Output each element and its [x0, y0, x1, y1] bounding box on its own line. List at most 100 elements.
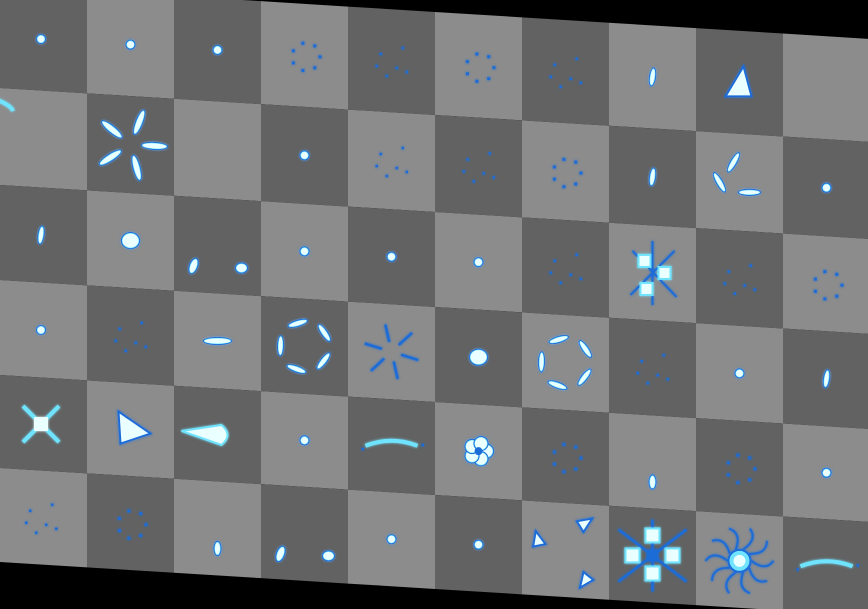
sprite-cell-r6-c6 — [435, 494, 522, 595]
cell-background — [87, 93, 174, 196]
sprite-cell-r1-c10 — [783, 33, 868, 142]
sprite-drop — [648, 474, 657, 490]
sprite-cell-r5-c4 — [261, 391, 348, 490]
sprite-cell-r2-c2 — [87, 93, 174, 196]
sprite-burst-5 — [98, 109, 169, 181]
sprite-cell-r4-c6 — [435, 306, 522, 408]
sprite-dot — [35, 324, 47, 336]
sprite-wisp — [796, 559, 859, 571]
sprite-dash — [648, 167, 657, 187]
cell-background — [261, 296, 348, 397]
cell-background — [261, 484, 348, 584]
sprite-cell-r5-c9 — [696, 418, 783, 517]
sprite-dot — [386, 251, 397, 262]
sprite-drop — [213, 540, 222, 557]
sprite-dot — [473, 257, 484, 268]
cell-background — [783, 33, 868, 142]
cell-background — [522, 407, 609, 506]
cell-background — [522, 312, 609, 413]
cell-background — [0, 468, 87, 568]
sprite-burst-4 — [629, 240, 678, 305]
sprite-fin — [723, 63, 753, 98]
cell-background — [348, 396, 435, 495]
sprite-cell-r3-c6 — [435, 211, 522, 313]
sprite-cell-r4-c10 — [783, 328, 868, 429]
sprite-cell-r1-c4 — [261, 1, 348, 110]
sprite-cell-r2-c8 — [609, 125, 696, 229]
sprite-scatter — [636, 353, 669, 385]
sprite-cell-r5-c8 — [609, 412, 696, 512]
sprite-ring-arcs — [276, 318, 331, 374]
cell-background — [609, 317, 696, 419]
sprite-cell-r4-c5 — [348, 301, 435, 402]
sprite-wisp — [361, 438, 424, 451]
sprite-cell-r6-c9 — [696, 511, 783, 609]
sprite-ring-dots — [552, 157, 583, 189]
sprite-spark-burst — [364, 324, 419, 380]
sprite-cell-r5-c5 — [348, 396, 435, 495]
sprite-cell-r1-c7 — [522, 17, 609, 126]
sprite-blob — [120, 231, 141, 250]
sprite-cell-r6-c1 — [0, 468, 87, 568]
sprite-dot — [473, 539, 484, 550]
cell-background — [348, 109, 435, 212]
sprite-cell-r1-c6 — [435, 11, 522, 121]
cell-background — [696, 131, 783, 234]
sprite-dot — [212, 44, 223, 56]
cell-background — [0, 0, 87, 94]
sprite-cell-r2-c1 — [0, 88, 87, 191]
sprite-scatter — [375, 46, 408, 78]
sprite-comet — [181, 423, 229, 447]
sprite-dot — [734, 368, 745, 379]
cell-background — [348, 6, 435, 115]
sprite-scatter — [114, 321, 147, 353]
cell-background — [174, 478, 261, 579]
sprite-drops-2 — [275, 545, 336, 563]
cell-background — [174, 98, 261, 202]
sprite-cell-r5-c3 — [174, 385, 261, 485]
sprite-cell-r4-c9 — [696, 323, 783, 424]
sprite-dot — [35, 33, 47, 45]
sprite-scatter — [723, 264, 756, 295]
sprite-cell-r5-c2 — [87, 380, 174, 479]
cell-background — [0, 88, 87, 191]
sprite-arrowhead — [117, 409, 153, 445]
sprite-cell-r4-c2 — [87, 285, 174, 386]
sprite-cell-r4-c8 — [609, 317, 696, 419]
sprite-cell-r1-c5 — [348, 6, 435, 115]
cell-background — [783, 233, 868, 334]
cell-background — [696, 418, 783, 517]
cell-background — [522, 120, 609, 223]
sprite-ring-arcs — [537, 334, 592, 391]
sprite-cell-r3-c2 — [87, 190, 174, 291]
cell-background — [261, 1, 348, 110]
cell-background — [348, 301, 435, 402]
sprite-cell-r3-c9 — [696, 228, 783, 329]
sprite-cell-r1-c8 — [609, 22, 696, 132]
sprite-dot — [299, 435, 310, 446]
sprite-scatter — [462, 152, 495, 183]
sprite-dash — [37, 225, 45, 245]
sprite-cell-r6-c7 — [522, 500, 609, 600]
sprite-cell-r4-c1 — [0, 280, 87, 381]
sprite-ring-dots — [291, 41, 322, 73]
sprite-cross — [21, 404, 61, 444]
sprite-cell-r3-c10 — [783, 233, 868, 334]
sprite-ring-dots — [726, 453, 757, 484]
sprite-cell-r5-c7 — [522, 407, 609, 506]
sprite-cell-r2-c5 — [348, 109, 435, 212]
sprite-cell-r6-c2 — [87, 473, 174, 573]
sprite-scatter — [375, 146, 408, 178]
sprite-cell-r1-c1 — [0, 0, 87, 94]
sprite-blob — [468, 348, 489, 366]
sprite-cell-r3-c3 — [174, 195, 261, 297]
cell-background — [435, 114, 522, 218]
sprite-dash — [648, 67, 657, 87]
sprite-dot — [821, 182, 832, 193]
sprite-cell-r3-c8 — [609, 222, 696, 324]
sprite-cell-r2-c3 — [174, 98, 261, 202]
sprite-cell-r5-c6 — [435, 401, 522, 501]
sprite-cell-r2-c10 — [783, 136, 868, 239]
sprite-cell-r4-c3 — [174, 290, 261, 392]
